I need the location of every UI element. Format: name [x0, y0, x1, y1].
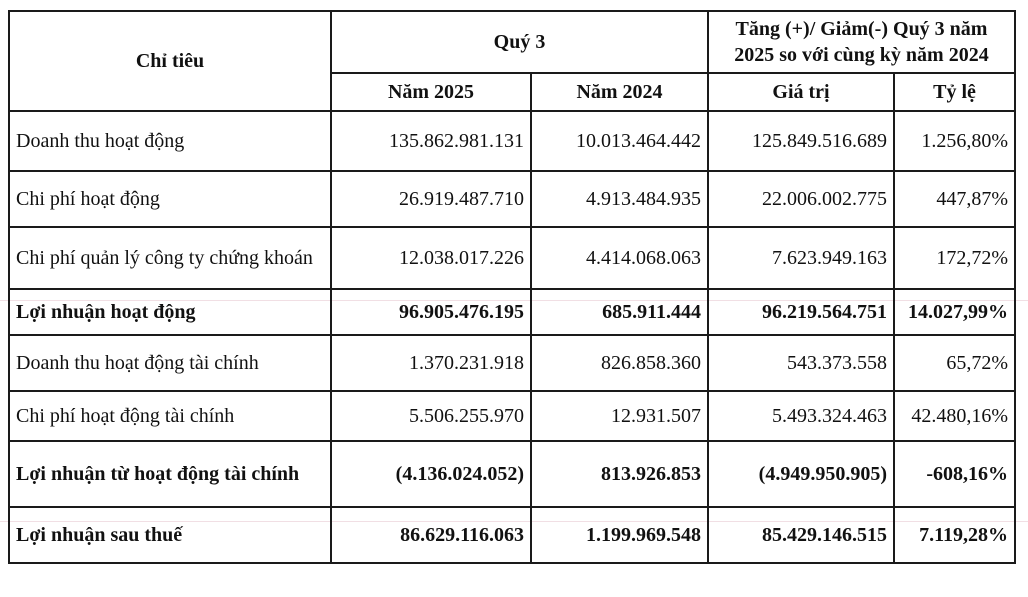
cell-y2025: 96.905.476.195 — [330, 288, 532, 336]
header-year-2025: Năm 2025 — [330, 72, 532, 112]
cell-y2025: 12.038.017.226 — [330, 226, 532, 290]
cell-y2025: 86.629.116.063 — [330, 506, 532, 564]
cell-y2024: 685.911.444 — [530, 288, 709, 336]
cell-ratio: 42.480,16% — [893, 390, 1016, 442]
row-label: Lợi nhuận sau thuế — [8, 506, 332, 564]
table-row: Doanh thu hoạt động 135.862.981.131 10.0… — [8, 110, 1016, 172]
cell-y2025: (4.136.024.052) — [330, 440, 532, 508]
row-label: Chi phí hoạt động — [8, 170, 332, 228]
cell-ratio: 447,87% — [893, 170, 1016, 228]
cell-y2025: 26.919.487.710 — [330, 170, 532, 228]
cell-ratio: 1.256,80% — [893, 110, 1016, 172]
header-criteria: Chỉ tiêu — [8, 10, 332, 112]
table-row-subtotal: Lợi nhuận hoạt động 96.905.476.195 685.9… — [8, 288, 1016, 336]
row-label: Lợi nhuận từ hoạt động tài chính — [8, 440, 332, 508]
cell-ratio: -608,16% — [893, 440, 1016, 508]
cell-value: 125.849.516.689 — [707, 110, 895, 172]
table-row-subtotal: Lợi nhuận từ hoạt động tài chính (4.136.… — [8, 440, 1016, 508]
cell-y2025: 135.862.981.131 — [330, 110, 532, 172]
cell-y2025: 5.506.255.970 — [330, 390, 532, 442]
header-group-q3: Quý 3 — [330, 10, 709, 74]
row-label: Lợi nhuận hoạt động — [8, 288, 332, 336]
table-row: Chi phí quản lý công ty chứng khoán 12.0… — [8, 226, 1016, 290]
row-label: Doanh thu hoạt động — [8, 110, 332, 172]
row-label: Doanh thu hoạt động tài chính — [8, 334, 332, 392]
cell-y2024: 1.199.969.548 — [530, 506, 709, 564]
header-group-change: Tăng (+)/ Giảm(-) Quý 3 năm 2025 so với … — [707, 10, 1016, 74]
header-row-sub: Năm 2025 Năm 2024 Giá trị Tỷ lệ — [9, 72, 1016, 112]
table-row-total: Lợi nhuận sau thuế 86.629.116.063 1.199.… — [8, 506, 1016, 564]
cell-ratio: 172,72% — [893, 226, 1016, 290]
cell-value: 5.493.324.463 — [707, 390, 895, 442]
row-label: Chi phí hoạt động tài chính — [8, 390, 332, 442]
cell-value: 7.623.949.163 — [707, 226, 895, 290]
cell-y2024: 826.858.360 — [530, 334, 709, 392]
cell-value: 85.429.146.515 — [707, 506, 895, 564]
row-label: Chi phí quản lý công ty chứng khoán — [8, 226, 332, 290]
header-ratio: Tỷ lệ — [893, 72, 1016, 112]
cell-value: (4.949.950.905) — [707, 440, 895, 508]
cell-y2024: 10.013.464.442 — [530, 110, 709, 172]
cell-value: 543.373.558 — [707, 334, 895, 392]
cell-y2024: 12.931.507 — [530, 390, 709, 442]
header-year-2024: Năm 2024 — [530, 72, 709, 112]
cell-y2024: 813.926.853 — [530, 440, 709, 508]
cell-y2024: 4.414.068.063 — [530, 226, 709, 290]
cell-value: 22.006.002.775 — [707, 170, 895, 228]
header-row-groups: Chỉ tiêu Quý 3 Tăng (+)/ Giảm(-) Quý 3 n… — [8, 10, 1016, 112]
cell-y2024: 4.913.484.935 — [530, 170, 709, 228]
cell-value: 96.219.564.751 — [707, 288, 895, 336]
table-row: Chi phí hoạt động 26.919.487.710 4.913.4… — [8, 170, 1016, 228]
header-value: Giá trị — [707, 72, 895, 112]
cell-ratio: 14.027,99% — [893, 288, 1016, 336]
cell-y2025: 1.370.231.918 — [330, 334, 532, 392]
cell-ratio: 65,72% — [893, 334, 1016, 392]
table-row: Chi phí hoạt động tài chính 5.506.255.97… — [8, 390, 1016, 442]
cell-ratio: 7.119,28% — [893, 506, 1016, 564]
table-row: Doanh thu hoạt động tài chính 1.370.231.… — [8, 334, 1016, 392]
financial-table: Chỉ tiêu Quý 3 Tăng (+)/ Giảm(-) Quý 3 n… — [8, 10, 1016, 564]
